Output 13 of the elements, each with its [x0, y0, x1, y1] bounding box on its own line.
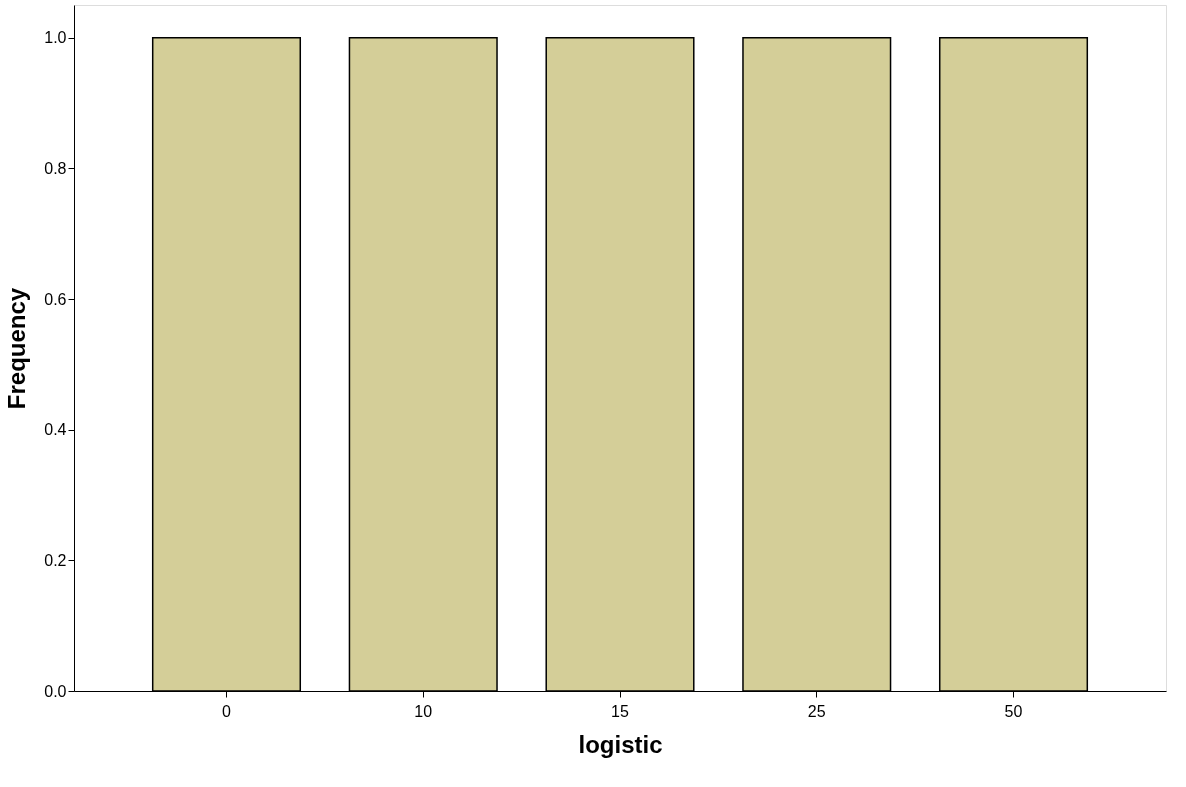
y-axis-title: Frequency — [3, 287, 31, 410]
x-tick-label: 50 — [1004, 702, 1023, 720]
x-tick-label: 0 — [222, 702, 232, 720]
x-axis-title: logistic — [578, 730, 663, 758]
y-tick-label: 0.8 — [44, 159, 67, 177]
x-tick-label: 25 — [807, 702, 826, 720]
y-tick-label: 0.4 — [44, 421, 67, 439]
y-tick-label: 0.0 — [44, 682, 67, 700]
x-tick-label: 10 — [414, 702, 433, 720]
y-tick-label: 1.0 — [44, 29, 67, 47]
y-tick-label: 0.6 — [44, 290, 67, 308]
y-tick-label: 0.2 — [44, 551, 67, 569]
x-tick-label: 15 — [611, 702, 629, 720]
